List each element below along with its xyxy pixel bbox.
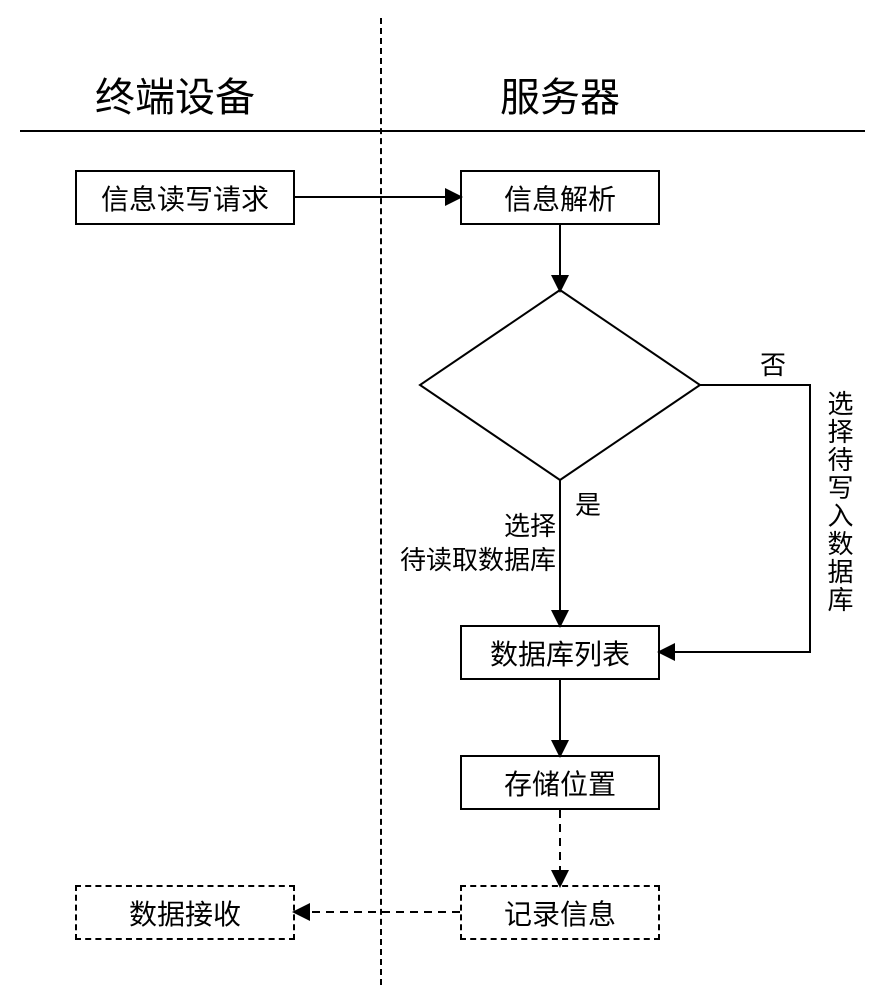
edges-overlay bbox=[0, 0, 885, 1000]
flowchart-canvas: 终端设备 服务器 信息读写请求 信息解析 数据库列表 存储位置 记录信息 数据接… bbox=[0, 0, 885, 1000]
decision-line2: 信息列表 bbox=[504, 387, 616, 418]
label-yes: 是 bbox=[575, 485, 601, 522]
node-decision-text: 是否存在于 信息列表 bbox=[470, 350, 650, 420]
node-dblist-label: 数据库列表 bbox=[490, 633, 630, 673]
node-parse-label: 信息解析 bbox=[504, 178, 616, 218]
node-dblist: 数据库列表 bbox=[460, 625, 660, 680]
yes-caption-line2: 待读取数据库 bbox=[400, 546, 556, 575]
yes-caption-line1: 选择 bbox=[504, 512, 556, 541]
node-request-label: 信息读写请求 bbox=[101, 178, 269, 218]
node-location: 存储位置 bbox=[460, 755, 660, 810]
decision-line1: 是否存在于 bbox=[490, 352, 630, 383]
node-parse: 信息解析 bbox=[460, 170, 660, 225]
column-header-right: 服务器 bbox=[500, 65, 620, 123]
label-no: 否 bbox=[760, 345, 786, 382]
node-location-label: 存储位置 bbox=[504, 763, 616, 803]
label-no-caption: 选择待写入数据库 bbox=[820, 390, 857, 614]
header-rule bbox=[20, 130, 865, 132]
column-header-left: 终端设备 bbox=[95, 65, 255, 123]
edge-decision-no bbox=[660, 385, 810, 652]
node-request: 信息读写请求 bbox=[75, 170, 295, 225]
node-receive-label: 数据接收 bbox=[129, 893, 241, 933]
node-record: 记录信息 bbox=[460, 885, 660, 940]
node-record-label: 记录信息 bbox=[504, 893, 616, 933]
swimlane-divider bbox=[380, 18, 382, 985]
label-yes-caption: 选择 待读取数据库 bbox=[400, 510, 556, 578]
node-receive: 数据接收 bbox=[75, 885, 295, 940]
